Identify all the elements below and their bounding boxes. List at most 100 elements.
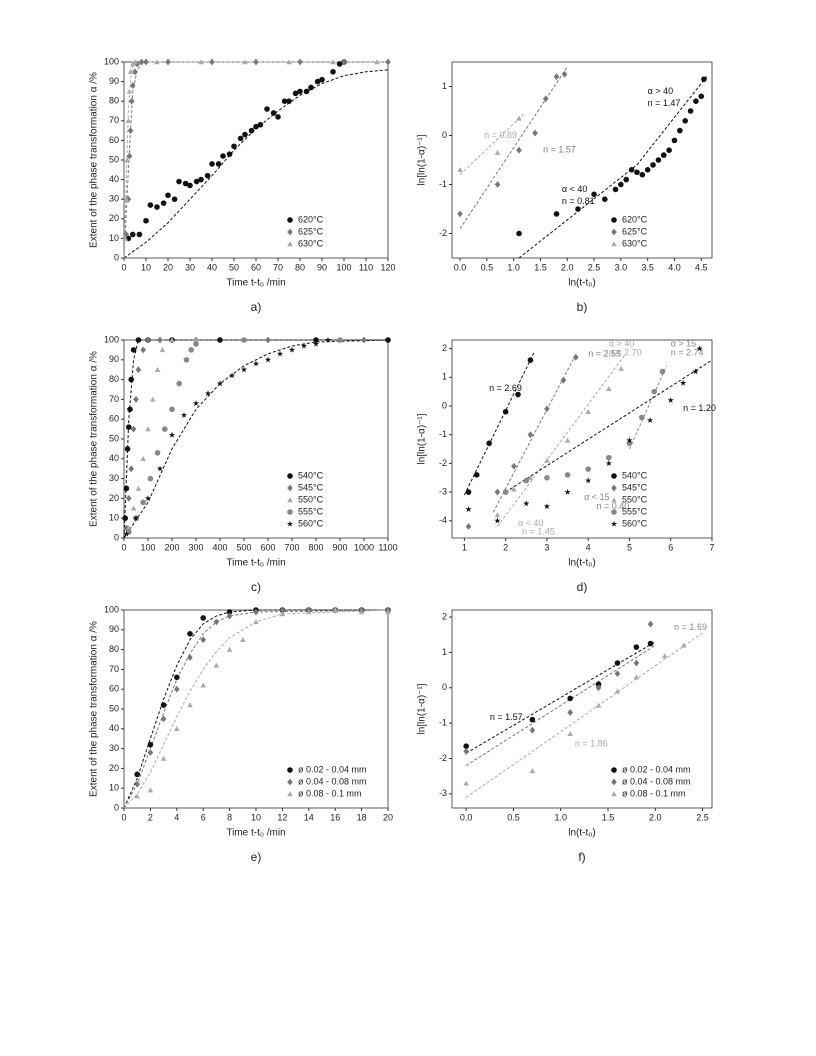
y-tick-label: 10 <box>109 233 119 243</box>
point <box>123 231 129 238</box>
point <box>122 515 128 521</box>
legend-marker <box>611 791 617 797</box>
y-tick-label: 50 <box>109 703 119 713</box>
point <box>165 192 171 199</box>
annotation: n = 1.20 <box>683 403 716 413</box>
x-tick-label: 4.5 <box>695 262 708 272</box>
legend-label: 560°C <box>622 518 648 528</box>
point <box>154 204 160 210</box>
point <box>157 336 163 344</box>
fit-line <box>123 61 388 259</box>
annotation: n = 1.69 <box>674 622 707 632</box>
point <box>125 118 132 124</box>
point <box>209 58 215 66</box>
point <box>123 196 129 202</box>
annotation: n = 0.40 <box>596 501 629 511</box>
point <box>182 180 189 187</box>
point <box>169 337 175 343</box>
point <box>126 495 132 502</box>
legend-marker <box>287 217 293 223</box>
point <box>220 153 226 159</box>
y-tick-label: 90 <box>109 354 119 364</box>
x-tick-label: 500 <box>236 542 251 552</box>
panel-label: f) <box>578 850 585 864</box>
point <box>567 709 573 716</box>
y-tick-label: 100 <box>104 334 119 344</box>
fit-line <box>123 69 389 259</box>
point <box>374 59 380 65</box>
point <box>168 431 176 438</box>
x-tick-label: 0 <box>121 542 126 552</box>
x-tick-label: 10 <box>141 262 151 272</box>
annotation: α > 40 <box>648 86 673 96</box>
x-tick-label: 3 <box>544 542 549 552</box>
point <box>511 462 517 470</box>
panel-label: c) <box>251 580 261 594</box>
point <box>564 472 571 478</box>
point <box>187 702 193 708</box>
x-tick-label: 14 <box>304 812 314 822</box>
point <box>241 337 247 343</box>
point <box>286 59 292 65</box>
point <box>217 337 223 343</box>
point <box>585 477 592 484</box>
point <box>677 127 683 134</box>
x-tick-label: 0.0 <box>454 262 467 272</box>
point <box>679 379 687 386</box>
annotation: n = 0.89 <box>484 130 517 140</box>
x-tick-label: 100 <box>140 542 155 552</box>
point <box>122 235 128 241</box>
legend-label: 620°C <box>622 214 648 224</box>
point <box>135 337 142 343</box>
point <box>544 457 550 463</box>
point <box>306 609 312 615</box>
point <box>544 474 550 481</box>
fit-line <box>123 339 389 539</box>
point <box>465 506 472 512</box>
legend-label: 625°C <box>622 226 648 236</box>
x-tick-label: 1.0 <box>554 812 567 822</box>
point <box>647 620 654 628</box>
x-tick-label: 40 <box>207 262 217 272</box>
legend-marker <box>611 217 617 223</box>
point <box>560 376 567 384</box>
x-tick-label: 70 <box>273 262 283 272</box>
point <box>494 517 501 524</box>
x-tick-label: 0.5 <box>507 812 520 822</box>
x-tick-label: 16 <box>330 812 340 822</box>
legend-marker <box>287 791 293 797</box>
point <box>567 730 573 736</box>
point <box>693 98 699 104</box>
legend-label: ø 0.02 - 0.04 mm <box>622 764 691 774</box>
point <box>465 489 472 495</box>
legend-marker <box>287 241 293 247</box>
x-axis-label: Time t-t₀ /min <box>226 558 285 569</box>
point <box>595 684 602 692</box>
fit-line <box>123 609 389 809</box>
legend-marker <box>611 497 617 503</box>
y-tick-label: 70 <box>109 394 119 404</box>
point <box>606 454 612 461</box>
point <box>187 630 193 637</box>
point <box>659 368 666 375</box>
y-tick-label: -3 <box>439 788 447 798</box>
point <box>680 642 687 648</box>
point <box>650 162 656 168</box>
y-tick-label: -3 <box>439 486 447 496</box>
y-tick-label: -1 <box>439 718 447 728</box>
fit-line <box>629 365 668 450</box>
x-tick-label: 600 <box>260 542 275 552</box>
legend-label: ø 0.04 - 0.08 mm <box>298 776 367 786</box>
annotation: n = 2.55 <box>588 349 621 359</box>
y-tick-label: 80 <box>109 374 119 384</box>
point <box>682 118 688 124</box>
legend-marker <box>611 473 617 479</box>
y-tick-label: 70 <box>109 115 119 125</box>
point <box>605 460 612 467</box>
point <box>215 161 222 167</box>
y-tick-label: -2 <box>439 753 447 763</box>
point <box>595 681 602 688</box>
y-tick-label: 1 <box>442 647 447 657</box>
point <box>126 152 133 160</box>
